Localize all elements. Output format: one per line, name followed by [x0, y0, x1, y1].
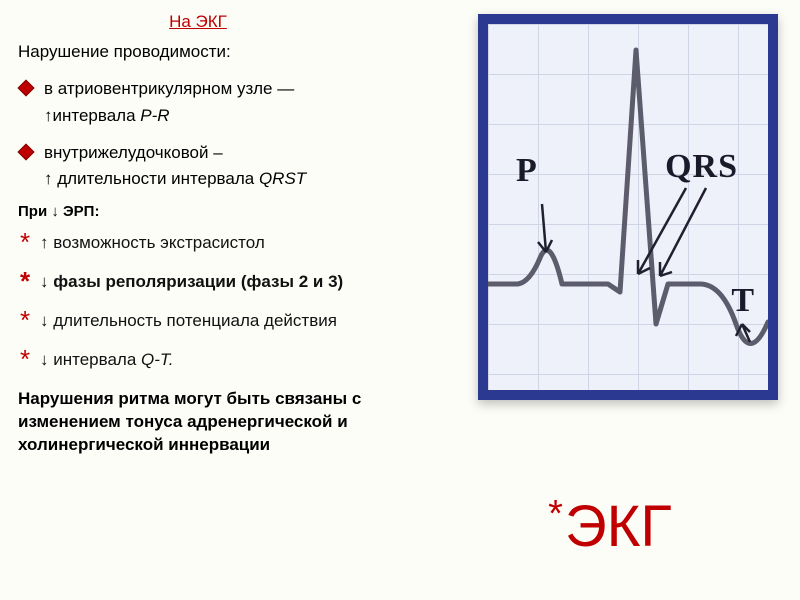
ecg-waveform-svg — [488, 24, 768, 390]
ecg-label-qrs: QRS — [665, 148, 738, 186]
diamond-1-line2: ↑ длительности интервала QRST — [44, 169, 306, 188]
ecg-inner: P QRS T — [488, 24, 768, 390]
big-title-wrap: ЭКГ — [460, 493, 760, 560]
diamond-1-line1: внутрижелудочковой – — [44, 143, 223, 162]
diamond-0-line2-wrap: ↑интервала P-R — [44, 106, 444, 126]
big-title-text: ЭКГ — [548, 494, 672, 559]
footer-note: Нарушения ритма могут быть связаны с изм… — [18, 388, 438, 457]
ecg-arrow-2 — [660, 188, 706, 276]
star-item-1: ↓ фазы реполяризации (фазы 2 и 3) — [18, 271, 448, 294]
star-item-0: ↑ возможность экстрасистол — [18, 232, 448, 255]
ecg-card: P QRS T — [478, 14, 778, 400]
star-item-3: ↓ интервала Q-T. — [18, 349, 448, 372]
ecg-label-p: P — [516, 152, 537, 190]
diamond-0-line1: в атриовентрикулярном узле — — [44, 79, 294, 98]
diamond-0-line2: ↑интервала P-R — [44, 106, 170, 125]
ecg-waveform-path — [488, 50, 768, 344]
ecg-label-t: T — [731, 282, 754, 320]
diamond-item-1: внутрижелудочковой – — [18, 140, 438, 166]
slide-root: На ЭКГ Нарушение проводимости: в атриове… — [0, 0, 800, 600]
ecg-arrow-0 — [538, 204, 552, 252]
star-item-2: ↓ длительность потенциала действия — [18, 310, 448, 333]
heading-ecg: На ЭКГ — [118, 12, 278, 32]
diamond-item-0: в атриовентрикулярном узле — — [18, 76, 438, 102]
diamond-1-line2-wrap: ↑ длительности интервала QRST — [44, 169, 444, 189]
